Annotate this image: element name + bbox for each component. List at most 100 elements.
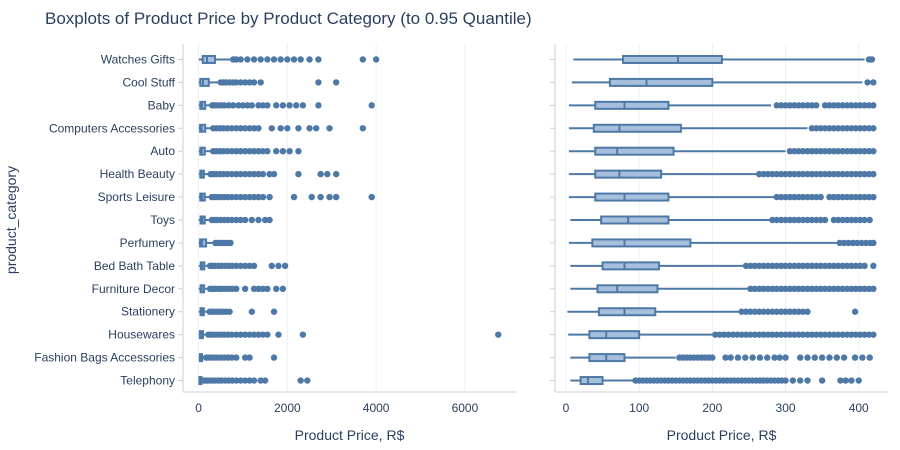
outlier-point [237, 56, 244, 63]
outlier-point [241, 193, 249, 201]
outlier-point [769, 262, 776, 270]
outlier-point [840, 239, 848, 247]
outlier-point [852, 331, 859, 338]
outlier-point [813, 193, 820, 201]
outlier-point [297, 56, 304, 63]
outlier-point [250, 377, 258, 384]
outlier-point [264, 331, 271, 338]
outlier-point [782, 170, 789, 178]
outlier-point [804, 331, 811, 338]
outlier-point [808, 102, 816, 109]
category-label: Auto [150, 144, 175, 158]
outlier-point [246, 79, 253, 86]
outlier-point [255, 193, 262, 201]
outlier-point [821, 148, 829, 155]
outlier-point [228, 170, 236, 178]
outlier-point [826, 125, 833, 132]
outlier-point [734, 354, 742, 361]
outlier-point [821, 285, 829, 292]
outlier-point [255, 216, 262, 224]
outlier-point [830, 262, 838, 270]
box-auto [198, 146, 302, 156]
outlier-point [250, 262, 258, 270]
outlier-point [786, 285, 794, 292]
outlier-point [786, 216, 794, 224]
outlier-point [813, 148, 820, 155]
outlier-point [275, 331, 282, 338]
outlier-point [799, 308, 807, 315]
outlier-point [826, 285, 833, 292]
outlier-point [332, 170, 340, 178]
outlier-point [277, 56, 284, 63]
outlier-point [755, 262, 763, 270]
outlier-point [747, 285, 754, 292]
outlier-point [796, 354, 804, 361]
category-label: Computers Accessories [49, 121, 175, 135]
outlier-point [246, 193, 253, 201]
box-fashion-bags-accessories [198, 353, 278, 363]
outlier-point [777, 170, 785, 178]
outlier-point [277, 125, 284, 132]
outlier-point [227, 239, 234, 247]
outlier-point [842, 377, 849, 384]
outlier-point [769, 331, 776, 338]
outlier-point [270, 170, 278, 178]
outlier-point [804, 148, 811, 155]
outlier-point [250, 125, 258, 132]
outlier-point [848, 377, 855, 384]
outlier-point [808, 125, 816, 132]
outlier-point [777, 262, 785, 270]
outlier-point [813, 125, 820, 132]
outlier-point [808, 262, 816, 270]
iqr-box [588, 330, 641, 340]
outlier-point [250, 331, 258, 338]
outlier-point [813, 102, 820, 109]
outlier-point [237, 125, 244, 132]
outlier-point [299, 331, 307, 338]
outlier-point [808, 216, 816, 224]
outlier-point [241, 216, 249, 224]
outlier-point [313, 125, 320, 132]
outlier-point [769, 285, 776, 292]
outlier-point [839, 262, 846, 270]
outlier-point [858, 239, 865, 247]
outlier-point [865, 170, 873, 178]
outlier-point [769, 170, 776, 178]
outlier-point [799, 331, 807, 338]
outlier-point [804, 354, 811, 361]
outlier-point [246, 331, 253, 338]
outlier-point [835, 170, 842, 178]
outlier-point [228, 354, 236, 361]
category-label: Sports Leisure [98, 190, 176, 204]
outlier-point [725, 331, 732, 338]
outlier-point [751, 285, 758, 292]
outlier-point [233, 79, 240, 86]
outlier-point [306, 125, 313, 132]
outlier-point [795, 193, 802, 201]
box-baby [568, 100, 877, 110]
outlier-point [259, 148, 267, 155]
outlier-point [854, 239, 861, 247]
iqr-box [622, 54, 723, 64]
box-auto [568, 146, 877, 156]
outlier-point [290, 56, 298, 63]
box-sports-leisure [198, 192, 375, 202]
category-label: Toys [150, 213, 175, 227]
outlier-point [861, 102, 868, 109]
outlier-point [786, 193, 794, 201]
outlier-point [257, 377, 264, 384]
category-label: Fashion Bags Accessories [34, 351, 175, 365]
outlier-point [843, 148, 851, 155]
outlier-point [233, 331, 240, 338]
outlier-point [777, 102, 785, 109]
outlier-point [248, 216, 256, 224]
outlier-point [241, 262, 249, 270]
outlier-point [290, 193, 298, 201]
box-furniture-decor [198, 284, 287, 294]
outlier-point [261, 216, 269, 224]
outlier-point [799, 262, 807, 270]
outlier-point [856, 170, 864, 178]
outlier-point [244, 56, 251, 63]
outlier-point [279, 285, 287, 292]
iqr-box [594, 192, 670, 202]
